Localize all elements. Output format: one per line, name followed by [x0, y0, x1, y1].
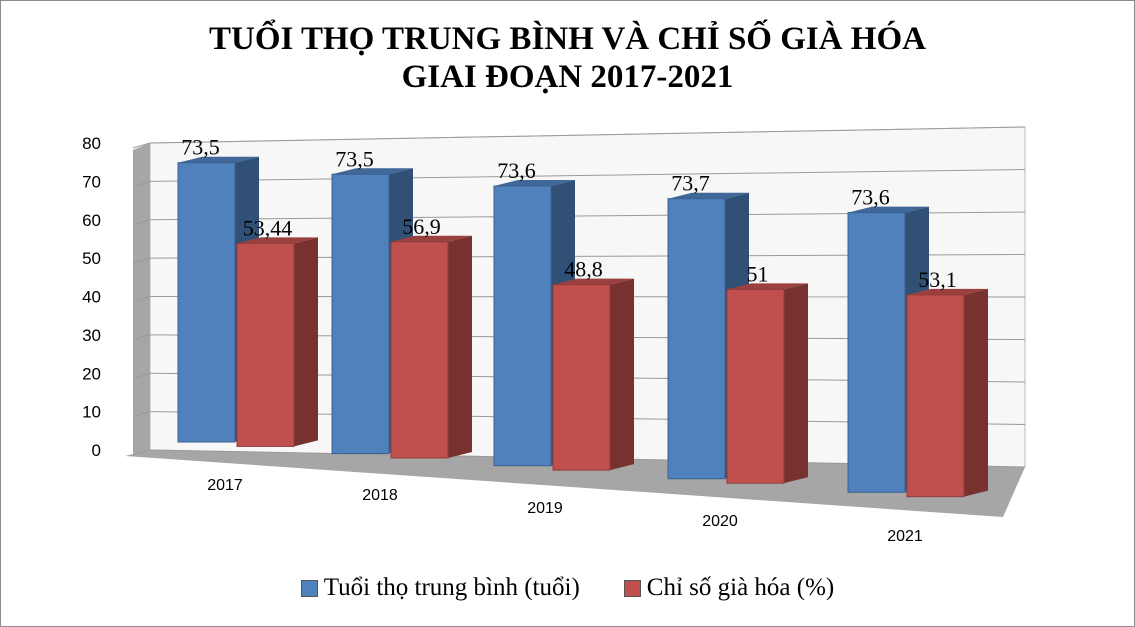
- y-tick-label: 0: [92, 441, 101, 460]
- bar-top-0: [178, 156, 259, 163]
- bar-side-1: [294, 237, 318, 447]
- gridline-side: [132, 411, 151, 418]
- gridline: [149, 169, 1026, 182]
- x-tick-label: 2018: [362, 487, 398, 504]
- bar-side-1: [610, 278, 634, 471]
- bar-side-1: [964, 288, 988, 497]
- bar-life-expectancy-2021: [847, 212, 906, 493]
- y-tick-label: 20: [82, 364, 101, 383]
- y-tick-label: 40: [82, 288, 101, 307]
- bar-top-1: [907, 288, 988, 295]
- bar-aging-index-2021: [906, 294, 965, 498]
- bar-side-1: [448, 235, 472, 458]
- bar-top-1: [391, 235, 472, 242]
- legend: Tuổi thọ trung bình (tuổi) Chỉ số già hó…: [0, 574, 1135, 602]
- legend-swatch-blue: [300, 579, 318, 597]
- gridline-side: [132, 296, 151, 302]
- data-label: 73,5: [181, 135, 220, 160]
- bar-top-0: [494, 180, 575, 187]
- legend-item-life-expectancy: Tuổi thọ trung bình (tuổi): [300, 574, 580, 602]
- bar-life-expectancy-2020: [667, 198, 726, 480]
- data-label: 53,44: [243, 215, 293, 240]
- x-tick-label: 2021: [887, 528, 923, 545]
- y-tick-label: 10: [82, 403, 101, 422]
- bar-aging-index-2020: [726, 288, 785, 484]
- data-label: 51: [747, 261, 769, 286]
- legend-item-aging-index: Chỉ số già hóa (%): [623, 574, 835, 602]
- x-tick-label: 2019: [527, 500, 563, 517]
- gridline-side: [132, 372, 151, 379]
- data-label: 53,1: [918, 267, 957, 292]
- bar-aging-index-2019: [552, 284, 611, 471]
- bar-aging-index-2018: [390, 241, 449, 459]
- gridline-side: [132, 257, 151, 264]
- gridline-side: [132, 142, 151, 149]
- gridline-side: [132, 219, 151, 226]
- bar-aging-index-2017: [236, 242, 295, 447]
- bar-top-0: [848, 206, 929, 213]
- legend-swatch-red: [623, 579, 641, 597]
- bar-top-0: [668, 192, 749, 199]
- gridline-side: [132, 180, 151, 187]
- gridline: [149, 126, 1026, 144]
- data-label: 73,5: [335, 146, 374, 171]
- chart-title-line2: GIAI ĐOẠN 2017-2021: [401, 59, 734, 95]
- y-tick-label: 80: [82, 134, 101, 153]
- chart-title-line1: TUỔI THỌ TRUNG BÌNH VÀ CHỈ SỐ GIÀ HÓA: [209, 21, 926, 57]
- bar-life-expectancy-2017: [177, 162, 236, 443]
- bar-top-0: [332, 168, 413, 175]
- x-tick-label: 2020: [702, 513, 738, 530]
- bar-side-1: [784, 283, 808, 484]
- y-tick-label: 50: [82, 249, 101, 268]
- gridline-side: [132, 334, 151, 341]
- data-label: 56,9: [402, 214, 441, 239]
- data-label: 73,6: [851, 185, 890, 210]
- bar-top-1: [727, 283, 808, 290]
- y-tick-label: 60: [82, 211, 101, 230]
- data-label: 48,8: [564, 257, 603, 282]
- bar-life-expectancy-2019: [493, 185, 552, 467]
- y-tick-label: 70: [82, 172, 101, 191]
- data-label: 73,7: [671, 171, 710, 196]
- legend-label: Tuổi thọ trung bình (tuổi): [323, 574, 580, 601]
- x-tick-label: 2017: [207, 477, 243, 494]
- y-tick-label: 30: [82, 326, 101, 345]
- legend-label: Chỉ số già hóa (%): [646, 574, 835, 601]
- bar-life-expectancy-2018: [331, 173, 390, 455]
- bar-top-1: [237, 237, 318, 244]
- gridline-side: [132, 449, 151, 456]
- data-label: 73,6: [497, 158, 536, 183]
- bar-top-1: [553, 278, 634, 285]
